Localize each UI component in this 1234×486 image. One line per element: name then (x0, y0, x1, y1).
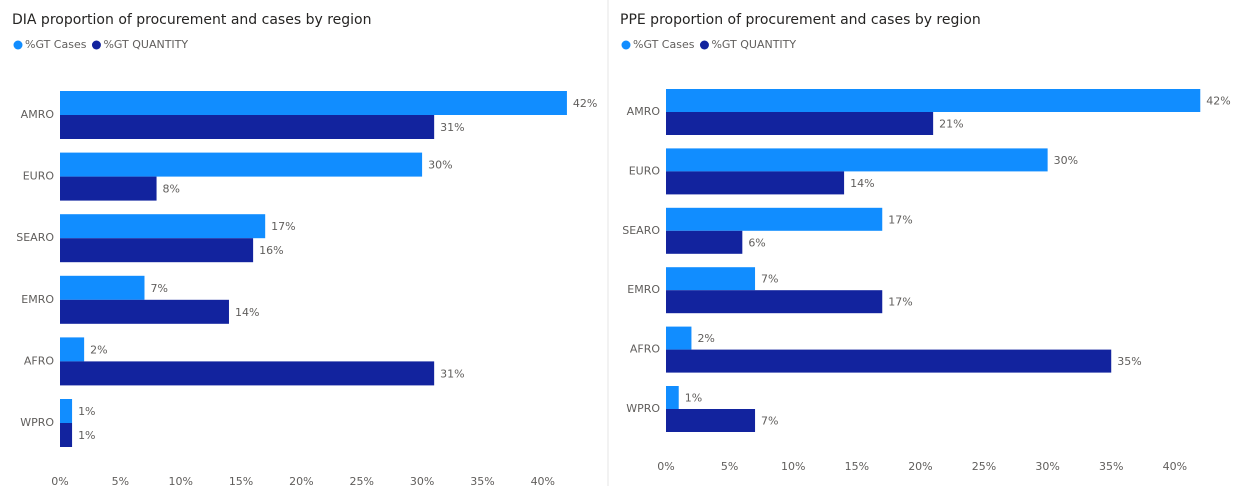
legend-swatch (91, 40, 101, 50)
y-tick-label: EURO (629, 164, 661, 177)
bar (60, 176, 157, 201)
x-tick-label: 40% (531, 475, 555, 486)
bar (666, 230, 743, 254)
x-tick-label: 35% (470, 475, 494, 486)
x-tick-label: 10% (168, 475, 192, 486)
bar (666, 171, 845, 195)
bar (666, 290, 883, 314)
y-tick-label: SEARO (16, 231, 54, 244)
data-label: 30% (428, 159, 452, 172)
legend-swatch (13, 40, 23, 50)
x-tick-label: 20% (289, 475, 313, 486)
legend-label: %GT Cases (633, 38, 695, 51)
x-tick-label: 5% (721, 460, 738, 473)
data-label: 16% (259, 244, 283, 257)
data-label: 17% (888, 296, 912, 309)
y-tick-label: EMRO (627, 283, 660, 296)
x-tick-label: 15% (229, 475, 253, 486)
data-label: 17% (271, 220, 295, 233)
data-label: 1% (685, 392, 702, 405)
bar (666, 148, 1048, 172)
legend-label: %GT QUANTITY (103, 38, 188, 51)
bar (666, 207, 883, 231)
bar (666, 409, 756, 432)
bar (60, 361, 435, 386)
legend-label: %GT Cases (25, 38, 87, 51)
legend-swatch (621, 40, 631, 50)
data-label: 6% (748, 236, 765, 249)
x-tick-label: 40% (1163, 460, 1187, 473)
y-tick-label: WPRO (626, 402, 660, 415)
x-tick-label: 25% (972, 460, 996, 473)
data-label: 14% (850, 177, 874, 190)
y-tick-label: WPRO (20, 416, 54, 429)
bar (60, 299, 229, 324)
y-tick-label: AFRO (24, 354, 54, 367)
x-tick-label: 10% (781, 460, 805, 473)
x-tick-label: 20% (908, 460, 932, 473)
data-label: 31% (440, 121, 464, 134)
data-label: 1% (78, 405, 95, 418)
bar (60, 91, 567, 115)
x-tick-label: 0% (51, 475, 68, 486)
bar (60, 214, 266, 239)
data-label: 2% (697, 332, 714, 345)
bar (60, 238, 254, 263)
bar (666, 349, 1112, 373)
x-tick-label: 5% (112, 475, 129, 486)
bar (60, 115, 435, 139)
bar (60, 152, 423, 177)
data-label: 30% (1054, 154, 1078, 167)
legend-label: %GT QUANTITY (711, 38, 796, 51)
y-tick-label: AFRO (630, 343, 660, 356)
y-tick-label: AMRO (21, 108, 55, 121)
x-tick-label: 15% (845, 460, 869, 473)
data-label: 14% (235, 306, 259, 319)
data-label: 2% (90, 343, 107, 356)
data-label: 31% (440, 367, 464, 380)
bar (666, 89, 1201, 112)
data-label: 8% (163, 183, 180, 196)
data-label: 7% (150, 282, 167, 295)
data-label: 21% (939, 118, 963, 131)
data-label: 7% (761, 415, 778, 428)
x-tick-label: 30% (1035, 460, 1059, 473)
bar (666, 386, 679, 409)
bar (60, 423, 73, 447)
data-label: 7% (761, 273, 778, 286)
chart-title: DIA proportion of procurement and cases … (12, 12, 371, 28)
bar (60, 275, 145, 300)
bar (666, 112, 934, 135)
y-tick-label: AMRO (627, 105, 661, 118)
legend-swatch (699, 40, 709, 50)
bar (666, 267, 756, 291)
x-tick-label: 35% (1099, 460, 1123, 473)
y-tick-label: SEARO (622, 224, 660, 237)
bar (60, 337, 85, 362)
y-tick-label: EMRO (21, 293, 54, 306)
data-label: 35% (1117, 355, 1141, 368)
data-label: 17% (888, 213, 912, 226)
data-label: 42% (573, 97, 597, 110)
bar (666, 326, 692, 350)
chart-title: PPE proportion of procurement and cases … (620, 12, 981, 28)
y-tick-label: EURO (23, 170, 55, 183)
data-label: 42% (1206, 95, 1230, 108)
data-label: 1% (78, 429, 95, 442)
bar (60, 399, 73, 423)
x-tick-label: 0% (657, 460, 674, 473)
x-tick-label: 25% (350, 475, 374, 486)
x-tick-label: 30% (410, 475, 434, 486)
